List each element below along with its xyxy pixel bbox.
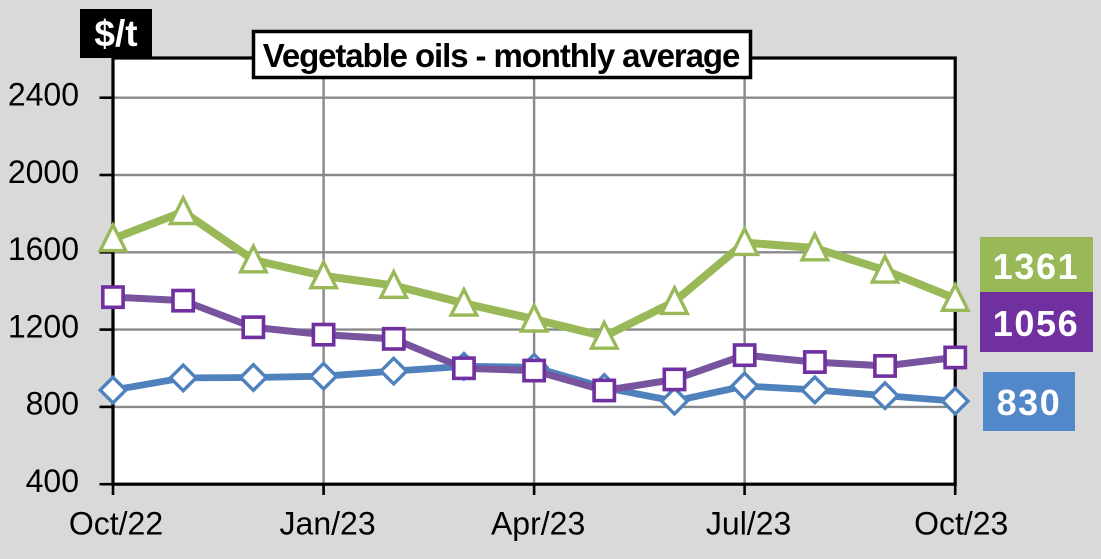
svg-text:Vegetable oils - monthly avera: Vegetable oils - monthly average [263,37,740,74]
svg-text:830: 830 [997,382,1062,423]
svg-text:800: 800 [26,386,79,422]
svg-text:1056: 1056 [993,303,1080,344]
svg-text:Jan/23: Jan/23 [280,506,376,542]
svg-text:1361: 1361 [993,246,1080,287]
svg-text:1200: 1200 [8,308,79,344]
svg-text:Oct/22: Oct/22 [69,506,163,542]
svg-text:$/t: $/t [94,13,137,54]
svg-text:400: 400 [26,463,79,499]
svg-text:Oct/23: Oct/23 [914,506,1008,542]
svg-text:2400: 2400 [8,77,79,113]
svg-text:Jul/23: Jul/23 [706,506,791,542]
svg-text:Apr/23: Apr/23 [491,506,585,542]
svg-text:1600: 1600 [8,231,79,267]
svg-text:2000: 2000 [8,154,79,190]
